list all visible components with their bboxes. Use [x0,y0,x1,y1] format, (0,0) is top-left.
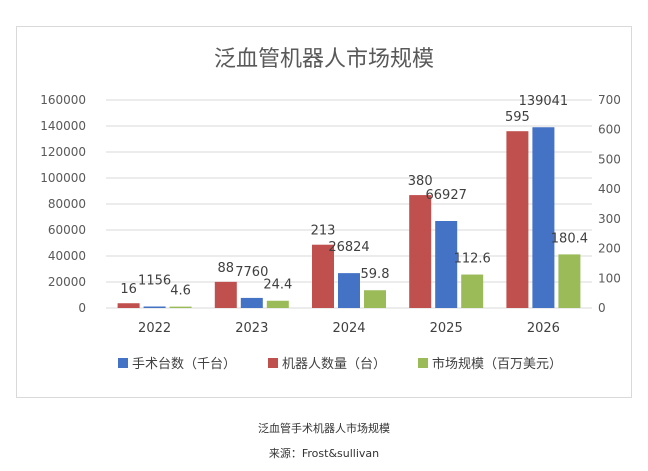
data-label: 16 [120,282,137,297]
data-label: 7760 [235,265,268,280]
data-label: 180.4 [551,231,588,246]
bar-robots [506,131,529,308]
data-label: 112.6 [454,252,491,267]
bar-robots [214,281,237,308]
figure-caption: 泛血管手术机器人市场规模 [258,422,390,435]
x-tick-label: 2023 [235,321,268,336]
bar-robots [117,303,140,308]
y-left-tick-label: 80000 [48,197,86,211]
y-right-tick-label: 500 [598,152,621,166]
bar-surgeries [143,306,166,308]
y-left-tick-label: 60000 [48,223,86,237]
data-label: 59.8 [361,267,390,282]
y-left-tick-label: 40000 [48,249,86,263]
x-tick-label: 2026 [527,321,560,336]
data-label: 595 [505,110,530,125]
y-right-tick-label: 300 [598,212,621,226]
bar-surgeries [338,273,360,308]
data-label: 88 [218,261,235,276]
data-label: 24.4 [263,278,292,293]
data-label: 66927 [426,188,467,203]
bar-robots [409,195,432,308]
data-label: 26824 [328,240,369,255]
y-left-tick-label: 20000 [48,275,86,289]
y-right-tick-label: 400 [598,182,621,196]
legend-label: 市场规模（百万美元） [432,356,562,372]
data-label: 139041 [519,94,569,109]
x-tick-label: 2022 [138,321,171,336]
bar-surgeries [532,127,555,308]
y-right-tick-label: 600 [598,123,621,137]
x-tick-label: 2025 [430,321,463,336]
y-left-tick-label: 140000 [40,119,86,133]
data-label: 1156 [138,273,171,288]
chart-frame [16,26,632,398]
legend-swatch [118,358,128,368]
data-label: 4.6 [170,284,191,299]
y-left-tick-label: 160000 [40,93,86,107]
bar-surgeries [435,220,458,308]
legend-label: 机器人数量（台） [282,357,386,372]
y-right-tick-label: 100 [598,271,621,285]
legend-swatch [268,358,278,368]
bar-market [364,290,386,308]
y-right-tick-label: 200 [598,242,621,256]
y-left-tick-label: 100000 [40,171,86,185]
y-right-tick-label: 0 [598,301,606,315]
bar-surgeries [240,297,263,308]
y-left-tick-label: 120000 [40,145,86,159]
bar-market [169,306,192,308]
y-left-tick-label: 0 [78,301,86,315]
bar-robots [312,244,334,308]
y-right-tick-label: 700 [598,93,621,107]
figure-source: 来源：Frost&sullivan [268,447,380,460]
legend-swatch [418,358,428,368]
legend-label: 手术台数（千台） [132,357,236,372]
data-label: 213 [311,224,336,239]
chart-title: 泛血管机器人市场规模 [214,47,434,72]
bar-market [558,254,581,308]
x-tick-label: 2024 [332,321,365,336]
bar-market [461,274,484,308]
chart: 泛血管机器人市场规模 0 20000 40000 60000 80000 100000 120… [40,47,621,372]
bar-market [266,300,289,308]
data-label: 380 [408,174,433,189]
